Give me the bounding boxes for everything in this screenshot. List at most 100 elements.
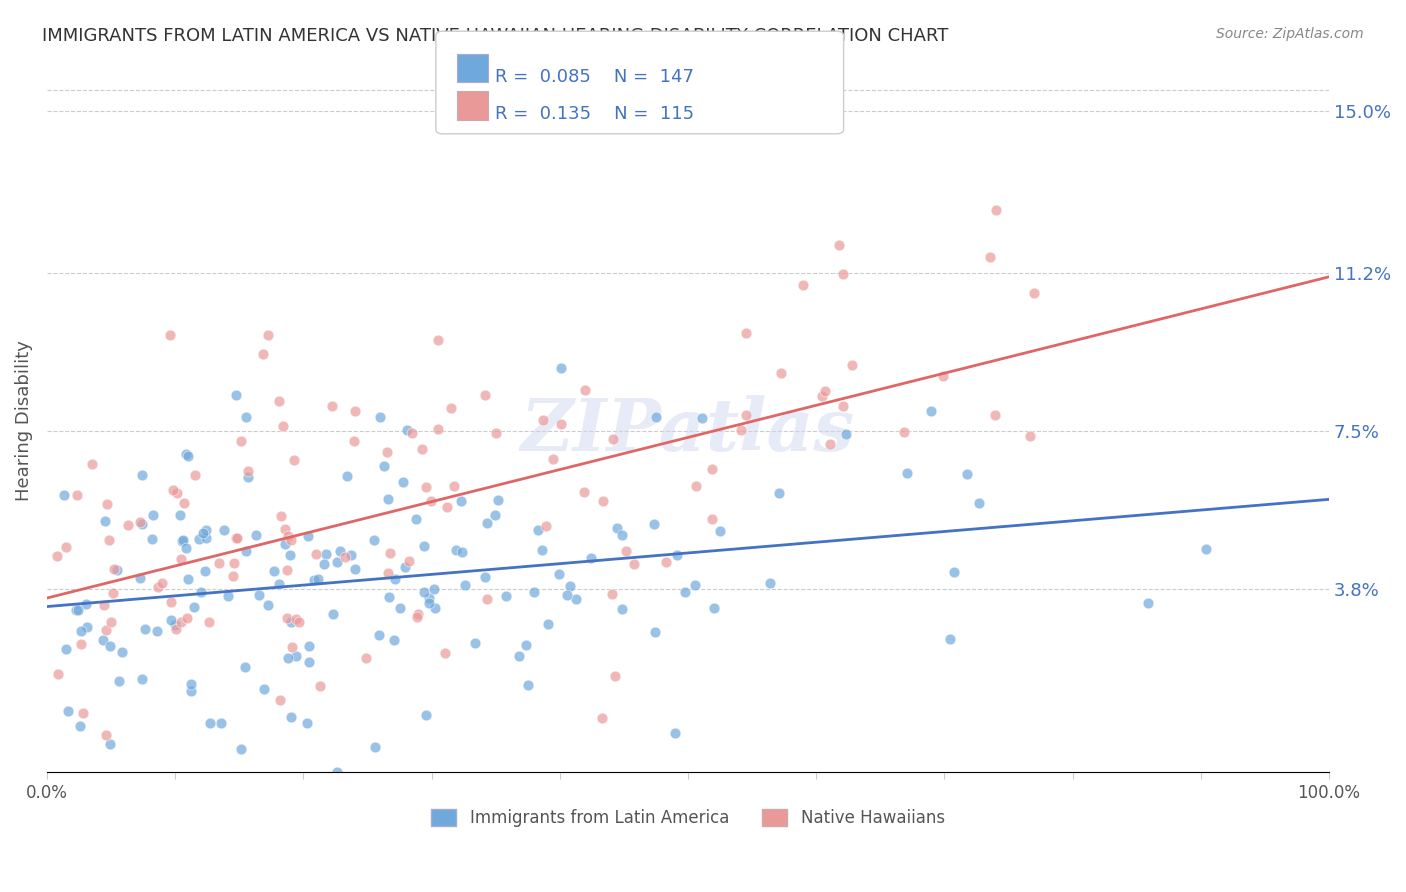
Point (574, 484, 596, 499)
Point (398, 554, 420, 568)
Text: R =  0.085    N =  147: R = 0.085 N = 147 (495, 68, 695, 86)
Point (344, 404, 367, 418)
Point (734, 326, 756, 340)
Point (159, 595, 181, 609)
Point (267, 577, 290, 591)
Point (623, 557, 645, 571)
Point (148, 778, 170, 792)
Point (484, 508, 506, 522)
Point (415, 480, 437, 494)
Point (423, 600, 446, 615)
Point (673, 585, 696, 599)
Point (274, 522, 297, 536)
Point (277, 651, 299, 665)
Point (531, 413, 554, 427)
Point (412, 585, 434, 599)
Point (46, 667, 69, 681)
Point (984, 408, 1007, 422)
Point (373, 458, 395, 473)
Point (828, 238, 851, 252)
Point (831, 267, 853, 281)
Point (297, 529, 319, 543)
Point (217, 589, 239, 603)
Point (550, 417, 572, 432)
Point (759, 576, 782, 591)
Point (131, 673, 153, 687)
Point (426, 422, 449, 436)
Point (170, 551, 193, 566)
Point (159, 613, 181, 627)
Point (367, 628, 389, 642)
Point (477, 516, 499, 530)
Point (384, 572, 406, 586)
Point (768, 486, 790, 500)
Point (450, 493, 472, 508)
Point (495, 589, 517, 603)
Point (547, 567, 569, 582)
Point (166, 486, 188, 500)
Point (508, 649, 530, 664)
Point (474, 570, 496, 584)
Point (67, 602, 90, 616)
Point (273, 536, 295, 550)
Point (229, 434, 252, 448)
Point (451, 545, 474, 559)
Point (225, 388, 247, 402)
Point (602, 433, 624, 447)
Point (177, 572, 200, 586)
Point (454, 578, 477, 592)
Point (101, 586, 124, 600)
Point (1019, 428, 1042, 442)
Point (280, 615, 302, 629)
Point (1137, 596, 1160, 610)
Point (415, 708, 437, 723)
Point (129, 515, 152, 529)
Point (169, 508, 191, 523)
Point (173, 496, 195, 510)
Point (841, 358, 863, 372)
Point (354, 650, 377, 665)
Point (938, 632, 960, 647)
Point (531, 542, 554, 557)
Point (184, 467, 207, 482)
Point (94, 624, 117, 638)
Point (486, 492, 509, 507)
Point (129, 571, 152, 585)
Point (238, 465, 260, 479)
Point (284, 648, 307, 663)
Point (391, 475, 413, 489)
Point (377, 566, 399, 580)
Point (56, 704, 79, 718)
Point (394, 560, 416, 574)
Point (267, 393, 290, 408)
Point (134, 622, 156, 636)
Point (98, 640, 121, 654)
Point (108, 674, 131, 689)
Text: ZIPatlas: ZIPatlas (520, 395, 855, 467)
Point (96, 497, 118, 511)
Point (226, 531, 249, 545)
Point (770, 366, 793, 380)
Point (314, 557, 336, 571)
Point (105, 563, 128, 577)
Point (152, 575, 174, 590)
Point (187, 533, 209, 547)
Point (896, 466, 918, 480)
Point (194, 531, 217, 545)
Point (474, 388, 496, 402)
Point (364, 739, 387, 754)
Point (967, 496, 990, 510)
Text: Source: ZipAtlas.com: Source: ZipAtlas.com (1216, 27, 1364, 41)
Point (69, 637, 91, 651)
Point (709, 524, 731, 538)
Point (141, 532, 163, 546)
Point (285, 612, 308, 626)
Point (614, 544, 637, 558)
Point (592, 494, 614, 508)
Point (389, 601, 412, 615)
Point (591, 711, 613, 725)
Text: R =  0.135    N =  115: R = 0.135 N = 115 (495, 105, 695, 123)
Point (363, 533, 385, 548)
Point (131, 516, 153, 531)
Point (208, 557, 231, 571)
